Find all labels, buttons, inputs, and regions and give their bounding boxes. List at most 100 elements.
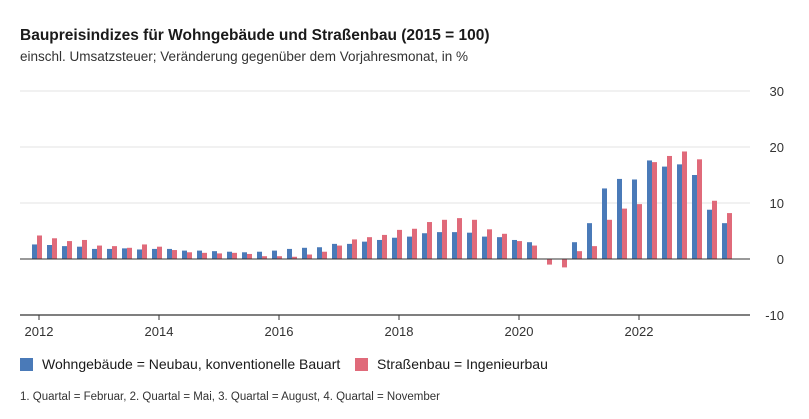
- bar-strassenbau: [202, 252, 207, 259]
- bar-strassenbau: [37, 235, 42, 259]
- bar-strassenbau: [247, 253, 252, 259]
- bar-wohngebaeude: [602, 188, 607, 259]
- bar-wohngebaeude: [62, 246, 67, 259]
- bar-wohngebaeude: [332, 243, 337, 259]
- bar-wohngebaeude: [677, 164, 682, 259]
- bar-wohngebaeude: [92, 248, 97, 259]
- bar-strassenbau: [562, 259, 567, 268]
- bar-strassenbau: [577, 251, 582, 259]
- bar-strassenbau: [52, 238, 57, 259]
- bar-strassenbau: [682, 151, 687, 259]
- bar-wohngebaeude: [77, 246, 82, 259]
- bar-strassenbau: [652, 162, 657, 259]
- bar-wohngebaeude: [212, 251, 217, 259]
- bar-wohngebaeude: [197, 250, 202, 259]
- y-tick-label: 20: [770, 140, 784, 155]
- bar-strassenbau: [172, 250, 177, 259]
- bar-strassenbau: [97, 245, 102, 259]
- bar-strassenbau: [292, 256, 297, 259]
- bar-wohngebaeude: [152, 248, 157, 259]
- legend-item-strassenbau: Straßenbau = Ingenieurbau: [355, 356, 548, 372]
- bar-wohngebaeude: [242, 252, 247, 259]
- bar-strassenbau: [607, 219, 612, 259]
- bar-wohngebaeude: [167, 248, 172, 259]
- bar-strassenbau: [622, 208, 627, 259]
- x-tick-label: 2022: [625, 324, 654, 339]
- bar-wohngebaeude: [527, 242, 532, 259]
- bar-wohngebaeude: [707, 209, 712, 259]
- bar-strassenbau: [277, 256, 282, 259]
- footnote: 1. Quartal = Februar, 2. Quartal = Mai, …: [20, 391, 440, 403]
- bar-strassenbau: [697, 159, 702, 259]
- bar-strassenbau: [127, 247, 132, 259]
- bar-wohngebaeude: [437, 232, 442, 259]
- bar-strassenbau: [637, 204, 642, 259]
- chart-area: 30 20 10 0 -10 2012 2014 2016 2018 2020 2022: [20, 84, 784, 339]
- bar-strassenbau: [232, 252, 237, 259]
- y-tick-label: -10: [765, 308, 784, 323]
- bar-strassenbau: [592, 246, 597, 259]
- legend-swatch-strassenbau: [355, 357, 368, 371]
- bar-strassenbau: [487, 229, 492, 259]
- bar-strassenbau: [547, 259, 552, 265]
- bar-wohngebaeude: [287, 248, 292, 259]
- bar-strassenbau: [412, 228, 417, 259]
- legend-item-wohngebaeude: Wohngebäude = Neubau, konventionelle Bau…: [20, 356, 340, 372]
- bar-strassenbau: [322, 251, 327, 259]
- bar-wohngebaeude: [692, 175, 697, 259]
- bar-wohngebaeude: [362, 241, 367, 259]
- y-tick-label: 30: [770, 84, 784, 99]
- bar-wohngebaeude: [512, 239, 517, 259]
- bar-wohngebaeude: [257, 251, 262, 259]
- bar-wohngebaeude: [137, 249, 142, 259]
- legend-label-wohngebaeude: Wohngebäude = Neubau, konventionelle Bau…: [42, 356, 341, 372]
- bar-wohngebaeude: [47, 245, 52, 259]
- bar-wohngebaeude: [182, 250, 187, 259]
- bar-wohngebaeude: [722, 223, 727, 259]
- x-tick-label: 2012: [25, 324, 54, 339]
- x-tick-label: 2016: [265, 324, 294, 339]
- bar-strassenbau: [667, 155, 672, 259]
- bar-strassenbau: [187, 252, 192, 259]
- bar-strassenbau: [82, 239, 87, 259]
- chart-title: Baupreisindizes für Wohngebäude und Stra…: [20, 27, 490, 44]
- bar-strassenbau: [142, 244, 147, 259]
- bar-strassenbau: [517, 241, 522, 259]
- bar-wohngebaeude: [482, 236, 487, 259]
- x-tick-label: 2020: [505, 324, 534, 339]
- bar-strassenbau: [262, 256, 267, 259]
- bar-wohngebaeude: [572, 242, 577, 259]
- bar-strassenbau: [502, 233, 507, 259]
- bar-wohngebaeude: [452, 232, 457, 259]
- legend-label-strassenbau: Straßenbau = Ingenieurbau: [377, 356, 548, 372]
- bar-wohngebaeude: [302, 247, 307, 259]
- bar-strassenbau: [337, 245, 342, 259]
- bar-wohngebaeude: [662, 166, 667, 259]
- bar-strassenbau: [712, 200, 717, 259]
- bar-wohngebaeude: [227, 251, 232, 259]
- bar-strassenbau: [532, 245, 537, 259]
- bar-strassenbau: [427, 222, 432, 259]
- bar-wohngebaeude: [107, 248, 112, 259]
- bar-strassenbau: [442, 219, 447, 259]
- bar-strassenbau: [457, 218, 462, 259]
- bar-strassenbau: [112, 246, 117, 259]
- bar-wohngebaeude: [272, 250, 277, 259]
- bar-wohngebaeude: [497, 237, 502, 259]
- bar-strassenbau: [157, 246, 162, 259]
- bar-strassenbau: [307, 254, 312, 259]
- bar-strassenbau: [367, 237, 372, 259]
- bar-wohngebaeude: [617, 178, 622, 259]
- bar-wohngebaeude: [632, 179, 637, 259]
- y-tick-label: 10: [770, 196, 784, 211]
- bar-wohngebaeude: [32, 244, 37, 259]
- bar-wohngebaeude: [647, 160, 652, 259]
- y-tick-label: 0: [777, 252, 784, 267]
- bar-wohngebaeude: [407, 236, 412, 259]
- bar-wohngebaeude: [392, 237, 397, 259]
- chart-subtitle: einschl. Umsatzsteuer; Veränderung gegen…: [20, 49, 469, 64]
- bar-strassenbau: [472, 219, 477, 259]
- bar-wohngebaeude: [587, 223, 592, 259]
- bar-strassenbau: [217, 253, 222, 259]
- bar-strassenbau: [382, 234, 387, 259]
